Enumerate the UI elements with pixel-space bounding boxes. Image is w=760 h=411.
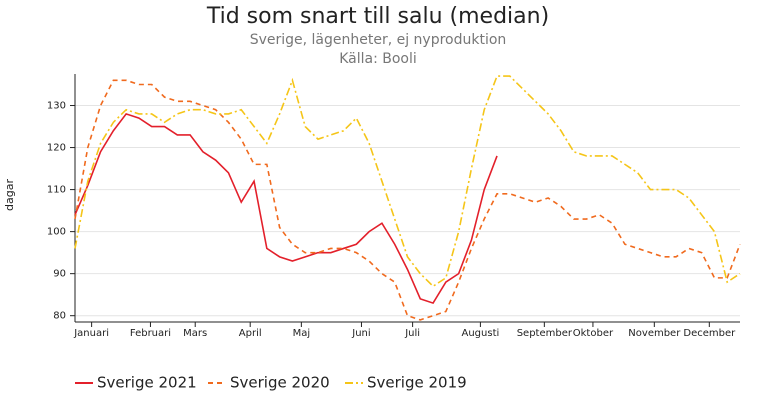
legend-label: Sverige 2020	[230, 374, 330, 392]
y-tick-label: 90	[53, 269, 66, 280]
y-tick-label: 100	[47, 227, 66, 238]
x-tick-label: April	[239, 328, 262, 339]
chart-title: Tid som snart till salu (median)	[206, 4, 549, 29]
x-tick-label: Oktober	[573, 328, 614, 339]
chart-source: Källa: Booli	[339, 51, 417, 67]
x-tick-label: Januari	[73, 328, 109, 339]
x-tick-label: September	[517, 328, 573, 339]
series-line	[74, 75, 741, 288]
x-tick-label: Mars	[183, 328, 207, 339]
x-tick-label: November	[628, 328, 681, 339]
x-tick-label: Juni	[351, 328, 370, 339]
x-tick-label: Augusti	[462, 328, 500, 339]
legend-label: Sverige 2019	[367, 374, 467, 392]
x-tick-label: December	[683, 328, 736, 339]
y-tick-label: 110	[47, 185, 66, 196]
y-axis-label: dagar	[3, 179, 16, 211]
series-line	[74, 112, 498, 305]
x-tick-label: Februari	[130, 328, 171, 339]
legend-label: Sverige 2021	[97, 374, 197, 392]
y-tick-label: 130	[47, 101, 66, 112]
y-tick-label: 80	[53, 311, 66, 322]
x-tick-label: Juli	[404, 328, 420, 339]
chart-subtitle: Sverige, lägenheter, ej nyproduktion	[250, 32, 507, 48]
x-tick-label: Maj	[293, 328, 311, 339]
y-tick-label: 120	[47, 143, 66, 154]
